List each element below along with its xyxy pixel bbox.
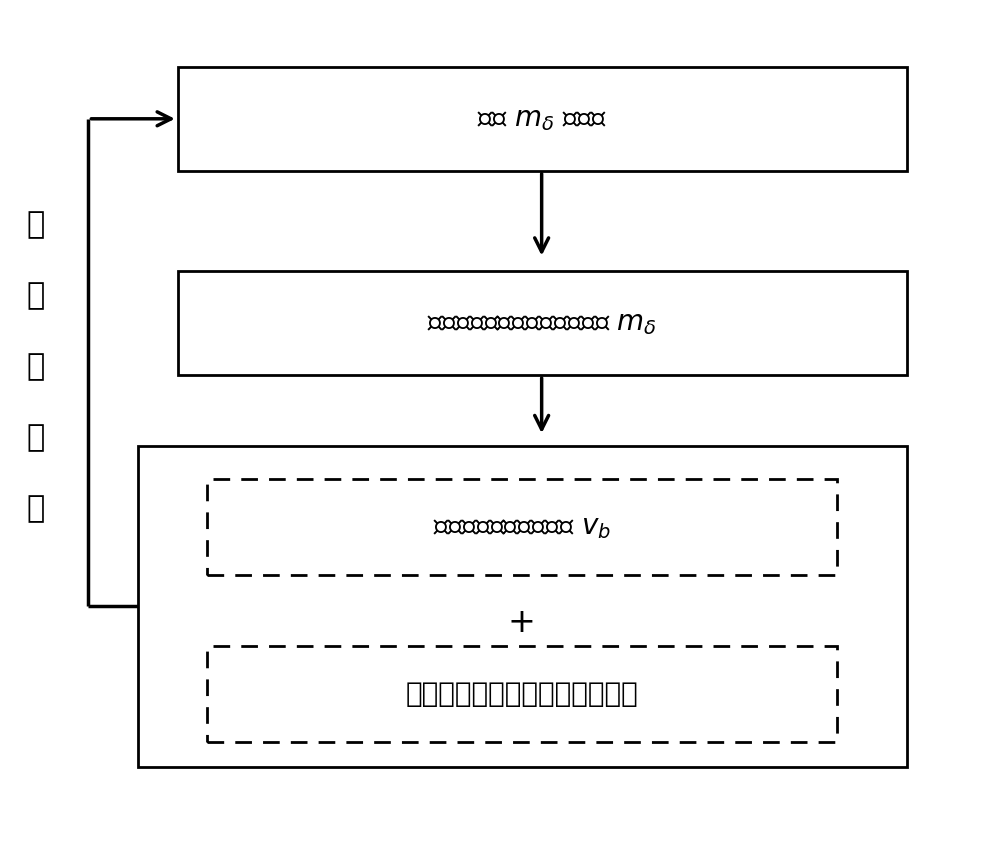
- Polygon shape: [207, 646, 837, 742]
- Text: 次: 次: [27, 352, 45, 381]
- Text: 一: 一: [27, 281, 45, 311]
- Polygon shape: [138, 446, 907, 767]
- Text: 迭: 迭: [27, 424, 45, 452]
- Text: 通过扩散方程沿地层走向的光滑: 通过扩散方程沿地层走向的光滑: [406, 680, 639, 708]
- Text: +: +: [508, 606, 536, 639]
- Text: 代: 代: [27, 494, 45, 523]
- Polygon shape: [178, 271, 907, 376]
- Polygon shape: [178, 67, 907, 171]
- Text: 下: 下: [27, 210, 45, 240]
- Text: 根据数据建立临时反射轴模型 $m_{\delta}$: 根据数据建立临时反射轴模型 $m_{\delta}$: [427, 309, 657, 337]
- Polygon shape: [207, 479, 837, 575]
- Text: 根据数据更新背景速度 $v_b$: 根据数据更新背景速度 $v_b$: [433, 514, 611, 541]
- Text: 设置 $m_{\delta}$ 等于零: 设置 $m_{\delta}$ 等于零: [477, 104, 607, 133]
